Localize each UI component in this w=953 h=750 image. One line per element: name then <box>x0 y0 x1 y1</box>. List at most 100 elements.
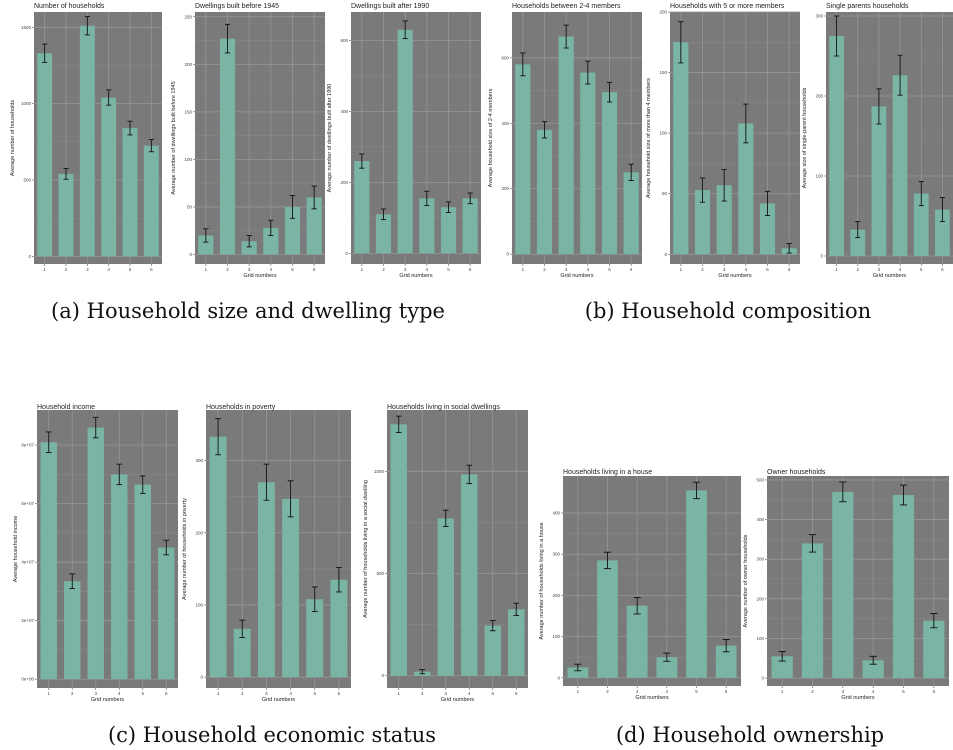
y-tick-label: 50 <box>187 204 193 209</box>
bar <box>656 657 678 678</box>
bar <box>461 474 478 676</box>
x-axis-label: Grid numbers <box>873 273 907 279</box>
panel-background <box>34 12 162 264</box>
y-axis-label: Average number of households living in a… <box>363 480 369 618</box>
y-tick-label: 1000 <box>21 101 32 106</box>
y-tick-label: 300 <box>815 14 823 19</box>
x-tick-label: 5 <box>129 267 132 272</box>
bar <box>871 106 887 257</box>
y-tick-label: 100 <box>659 131 667 136</box>
chart-4: 0 200 400 600 1 2 3 4 5 6 Households between 2-4 m… <box>488 3 642 279</box>
y-axis-label: Average number of owner households <box>743 534 749 627</box>
x-tick-label: 5 <box>141 691 144 696</box>
chart-title: Households with 5 or more members <box>670 3 785 10</box>
bar <box>219 38 236 255</box>
y-tick-label: 0e+00 <box>21 677 34 682</box>
x-tick-label: 6 <box>933 689 936 694</box>
bar <box>567 667 589 678</box>
x-tick-label: 6 <box>313 267 316 272</box>
bar <box>306 599 324 678</box>
x-axis-label: Grid numbers <box>91 697 125 703</box>
panel-background <box>195 12 325 264</box>
y-tick-label: 1500 <box>21 25 32 30</box>
y-tick-label: 400 <box>552 511 560 516</box>
x-tick-label: 4 <box>899 267 902 272</box>
x-axis-label: Grid numbers <box>841 695 875 701</box>
bar <box>40 442 57 680</box>
chart-7: 0e+00 2e+07 4e+07 6e+07 8e+07 1 2 3 4 5 6 Household… <box>13 404 178 703</box>
bar <box>558 36 574 255</box>
y-tick-label: 8e+07 <box>21 443 34 448</box>
x-tick-label: 2 <box>382 267 385 272</box>
chart-title: Single parents households <box>826 3 909 10</box>
bar <box>892 75 908 256</box>
y-tick-label: 150 <box>184 109 192 114</box>
x-tick-label: 4 <box>745 267 748 272</box>
chart-title: Households in poverty <box>206 404 276 411</box>
bar <box>284 206 301 255</box>
x-tick-label: 4 <box>426 267 429 272</box>
x-tick-label: 6 <box>515 691 518 696</box>
bar <box>122 128 138 257</box>
panel-background <box>351 12 481 264</box>
chart-title: Owner households <box>767 469 826 476</box>
x-axis-label: Grid numbers <box>262 697 296 703</box>
x-tick-label: 5 <box>291 267 294 272</box>
bar <box>87 427 104 680</box>
y-tick-label: 300 <box>756 557 764 562</box>
y-tick-label: 400 <box>756 517 764 522</box>
y-tick-label: 200 <box>184 62 192 67</box>
x-axis-label: Grid numbers <box>635 695 669 701</box>
x-tick-label: 6 <box>338 691 341 696</box>
bar <box>623 172 639 255</box>
bar <box>437 518 454 676</box>
bar <box>462 198 478 254</box>
x-tick-label: 2 <box>543 267 546 272</box>
bar <box>390 424 407 676</box>
bar <box>716 185 732 255</box>
bar <box>134 484 151 680</box>
bar <box>862 660 884 679</box>
x-tick-label: 1 <box>217 691 220 696</box>
bar <box>330 579 348 678</box>
x-tick-label: 6 <box>725 689 728 694</box>
bar <box>257 482 275 678</box>
caption-d: (d) Household ownership <box>616 723 884 747</box>
bar <box>282 498 300 678</box>
x-tick-label: 2 <box>606 689 609 694</box>
y-tick-label: 600 <box>501 55 509 60</box>
bar <box>233 628 251 678</box>
bar <box>892 495 915 679</box>
x-tick-label: 3 <box>636 689 639 694</box>
y-axis-label: Average household size of more than 4 me… <box>646 78 652 198</box>
y-tick-label: 0 <box>345 251 348 256</box>
x-tick-label: 1 <box>47 691 50 696</box>
bar <box>397 29 413 254</box>
bar <box>198 235 214 255</box>
y-axis-label: Average number of households living in a… <box>539 522 545 639</box>
y-tick-label: 0 <box>761 676 764 681</box>
bar <box>111 474 128 680</box>
y-tick-label: 300 <box>195 458 203 463</box>
y-axis-label: Average number of dwellings built before… <box>171 81 177 194</box>
bar <box>508 609 525 676</box>
bar <box>771 656 793 679</box>
bar <box>715 645 737 678</box>
y-tick-label: 200 <box>340 180 348 185</box>
bar <box>37 53 53 257</box>
y-tick-label: 100 <box>756 636 764 641</box>
y-tick-label: 50 <box>662 191 668 196</box>
chart-10: 0 100 200 300 400 1 2 3 4 5 6 Households living in … <box>539 469 741 701</box>
x-tick-label: 4 <box>107 267 110 272</box>
x-tick-label: 4 <box>872 689 875 694</box>
chart-title: Dwellings built before 1945 <box>195 3 279 10</box>
bar <box>209 436 227 678</box>
x-tick-label: 6 <box>150 267 153 272</box>
y-tick-label: 100 <box>184 157 192 162</box>
x-tick-label: 2 <box>241 691 244 696</box>
y-tick-label: 0 <box>200 675 203 680</box>
bar <box>626 605 648 678</box>
chart-title: Households living in a house <box>563 469 652 476</box>
y-tick-label: 200 <box>195 530 203 535</box>
chart-title: Household income <box>37 404 95 411</box>
